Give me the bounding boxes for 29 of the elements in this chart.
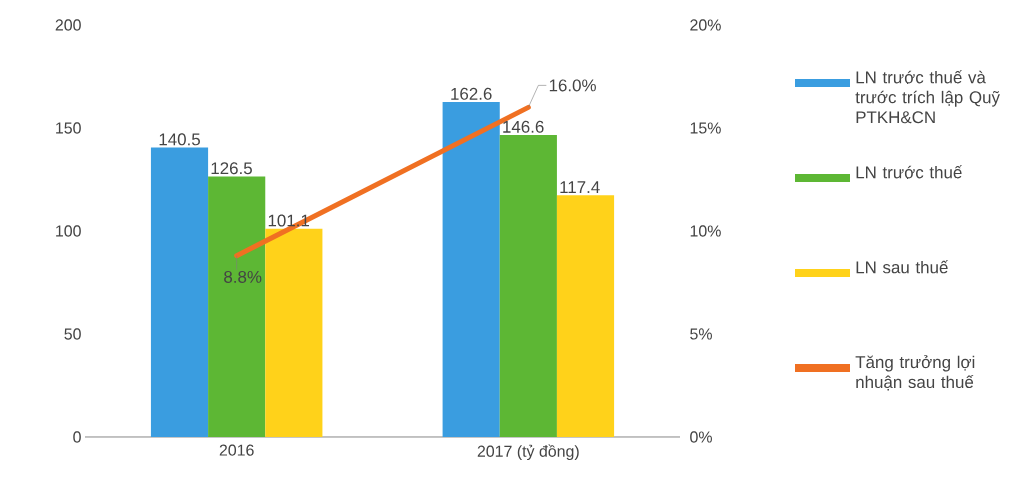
data-label: 16.0%: [549, 79, 596, 92]
bar: [556, 195, 615, 437]
legend-label: LN sau thuế: [856, 260, 949, 274]
x-tick-label: 2017 (tỷ đồng): [477, 444, 579, 461]
x-tick-label: 2016: [219, 444, 254, 456]
bar: [208, 176, 266, 437]
y2-tick-label: 10%: [690, 225, 721, 237]
bar: [150, 147, 209, 437]
legend-label: Tăng trưởng lợi nhuận sau thuế: [855, 355, 975, 391]
data-label: 140.5: [159, 133, 200, 146]
bar: [499, 134, 557, 437]
y2-tick-label: 0%: [690, 431, 712, 443]
y-tick-label: 200: [55, 19, 81, 31]
data-label: 117.4: [560, 181, 600, 193]
y-tick-label: 0: [73, 431, 81, 443]
bar: [265, 228, 323, 437]
y2-tick-label: 5%: [690, 328, 712, 340]
legend-label: LN trước thuế: [856, 165, 963, 179]
y-tick-label: 50: [64, 328, 81, 340]
data-label: 146.6: [503, 120, 544, 133]
y-tick-label: 150: [56, 122, 81, 134]
y2-tick-label: 15%: [690, 122, 721, 134]
data-label: 8.8%: [224, 270, 262, 283]
y-tick-label: 100: [56, 225, 81, 237]
y2-tick-label: 20%: [690, 19, 721, 31]
bar: [442, 102, 500, 437]
data-label: 126.5: [211, 162, 252, 175]
data-label: 162.6: [451, 87, 492, 100]
legend-label: LN trước thuế và trước trích lập Quỹ PTKH&CN: [855, 70, 1000, 124]
